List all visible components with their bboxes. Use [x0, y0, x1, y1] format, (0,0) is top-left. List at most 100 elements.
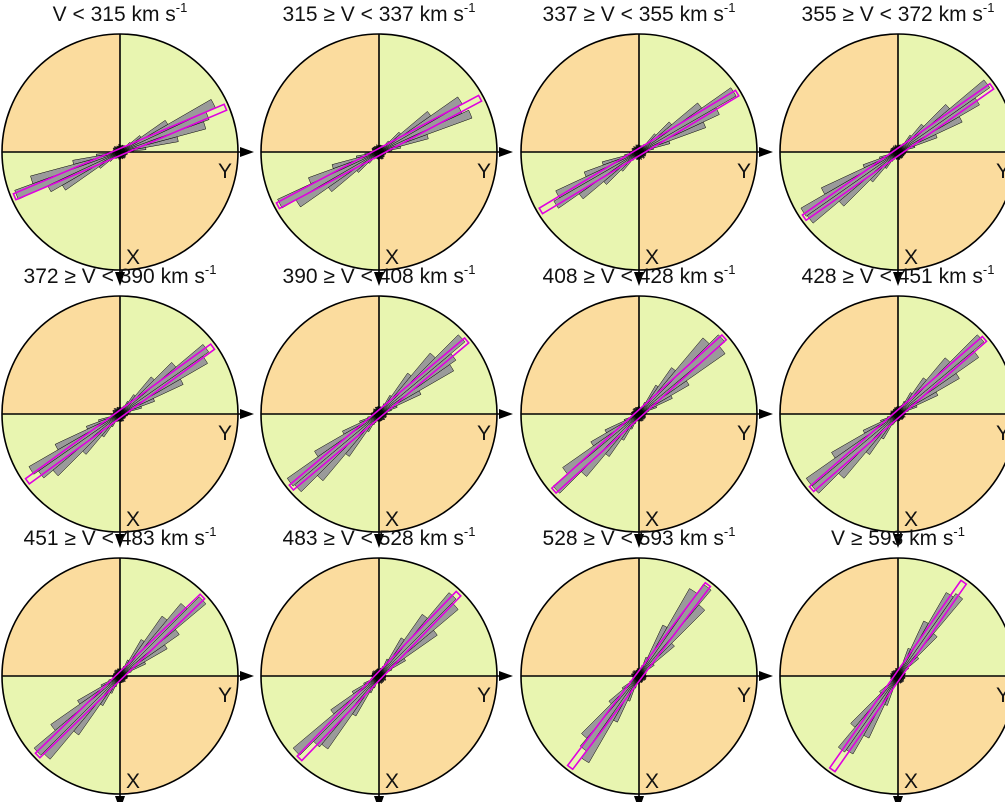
y-axis-label: Y — [996, 160, 1005, 183]
x-axis-label: X — [645, 246, 659, 269]
rose-bar — [897, 592, 954, 677]
panel-title-exponent: -1 — [723, 262, 736, 277]
quadrant-lower-right — [379, 414, 497, 532]
y-axis-arrow-icon — [240, 147, 254, 157]
quadrant-lower-right — [639, 676, 757, 794]
x-axis-label: X — [126, 508, 140, 531]
rose-bar — [605, 413, 640, 457]
quadrant-upper-left — [780, 34, 898, 152]
panel-title-text: V ≥ 593 km s — [831, 527, 954, 550]
panel-title-exponent: -1 — [953, 524, 965, 539]
panel-title: 408 ≥ V < 428 km s-1 — [519, 262, 759, 292]
mean-direction-box — [24, 342, 216, 486]
panel-title-text: 408 ≥ V < 428 km s — [542, 265, 724, 288]
quadrant-upper-left — [780, 296, 898, 414]
x-axis-arrow-icon — [634, 534, 644, 548]
panel-title: 483 ≥ V < 528 km s-1 — [259, 524, 499, 554]
y-axis-label: Y — [996, 684, 1005, 707]
quadrant-lower-left — [261, 152, 379, 270]
panel-title: 428 ≥ V < 451 km s-1 — [778, 262, 1005, 292]
rose-diagram: YX — [779, 295, 1005, 548]
panel-title-text: 372 ≥ V < 390 km s — [23, 265, 205, 288]
panel-title: 315 ≥ V < 337 km s-1 — [259, 0, 499, 30]
x-axis-arrow-icon — [115, 796, 125, 802]
rose-bar — [897, 104, 950, 153]
rose-diagram: YX — [520, 295, 773, 548]
rose-bar — [119, 362, 177, 415]
rose-panel: 483 ≥ V < 528 km s-1 Y X — [259, 524, 519, 802]
panel-title-exponent: -1 — [463, 262, 476, 277]
rose-panel: 372 ≥ V < 390 km s-1 Y X — [0, 262, 260, 548]
x-axis-arrow-icon — [374, 796, 384, 802]
quadrant-lower-right — [379, 152, 497, 270]
x-axis-label: X — [385, 246, 399, 269]
y-axis-arrow-icon — [240, 671, 254, 681]
rose-bars — [277, 96, 473, 209]
x-axis-arrow-icon — [634, 272, 644, 286]
x-axis-arrow-icon — [374, 272, 384, 286]
quadrant-lower-right — [120, 676, 238, 794]
rose-diagram: YX — [1, 295, 254, 548]
rose-bar — [638, 624, 668, 677]
mean-direction-box — [566, 581, 712, 771]
quadrant-upper-left — [521, 296, 639, 414]
y-axis-arrow-icon — [240, 409, 254, 419]
panel-title: V < 315 km s-1 — [0, 0, 240, 30]
panel-title: 355 ≥ V < 372 km s-1 — [778, 0, 1005, 30]
x-axis-label: X — [126, 770, 140, 793]
rose-panel: 528 ≥ V < 593 km s-1 Y X — [519, 524, 779, 802]
panel-title-exponent: -1 — [982, 0, 995, 15]
y-axis-label: Y — [218, 422, 232, 445]
rose-bar — [800, 151, 899, 217]
rose-bar — [897, 357, 951, 415]
panel-title: 390 ≥ V < 408 km s-1 — [259, 262, 499, 292]
quadrant-upper-left — [261, 296, 379, 414]
panel-title-text: 451 ≥ V < 483 km s — [23, 527, 205, 550]
rose-panel: 428 ≥ V < 451 km s-1 Y X — [778, 262, 1005, 548]
rose-panel: 408 ≥ V < 428 km s-1 Y X — [519, 262, 779, 548]
rose-bar — [638, 337, 710, 415]
x-axis-label: X — [385, 770, 399, 793]
panel-title: 337 ≥ V < 355 km s-1 — [519, 0, 759, 30]
y-axis-arrow-icon — [759, 409, 773, 419]
panel-title-exponent: -1 — [463, 0, 476, 15]
x-axis-arrow-icon — [374, 534, 384, 548]
y-axis-label: Y — [737, 422, 751, 445]
panel-title-exponent: -1 — [175, 0, 188, 15]
quadrant-upper-left — [2, 558, 120, 676]
quadrant-lower-right — [639, 414, 757, 532]
y-axis-arrow-icon — [499, 147, 513, 157]
quadrant-upper-left — [780, 558, 898, 676]
y-axis-label: Y — [737, 684, 751, 707]
panel-title: 372 ≥ V < 390 km s-1 — [0, 262, 240, 292]
panel-title-text: 483 ≥ V < 528 km s — [282, 527, 464, 550]
mean-direction-box — [275, 94, 483, 210]
mean-direction-box — [808, 335, 988, 493]
mean-direction-box — [538, 89, 740, 215]
x-axis-label: X — [645, 508, 659, 531]
rose-bar — [321, 675, 380, 750]
x-axis-arrow-icon — [893, 534, 903, 548]
rose-bar — [869, 151, 899, 183]
rose-diagram: YX — [520, 33, 773, 286]
quadrant-lower-left — [2, 152, 120, 270]
quadrant-upper-left — [521, 34, 639, 152]
rose-bar — [578, 151, 640, 200]
quadrant-lower-right — [120, 152, 238, 270]
x-axis-arrow-icon — [115, 272, 125, 286]
rose-bars — [552, 334, 726, 494]
panel-title-text: 528 ≥ V < 593 km s — [542, 527, 724, 550]
x-axis-arrow-icon — [115, 534, 125, 548]
mean-direction-box — [34, 593, 206, 759]
quadrant-lower-right — [898, 414, 1005, 532]
rose-panel: 451 ≥ V < 483 km s-1 Y X — [0, 524, 260, 802]
rose-diagram: YX — [1, 33, 254, 286]
panel-title-text: V < 315 km s — [52, 3, 176, 26]
y-axis-arrow-icon — [759, 671, 773, 681]
y-axis-arrow-icon — [499, 409, 513, 419]
y-axis-label: Y — [737, 160, 751, 183]
x-axis-label: X — [904, 508, 918, 531]
rose-panel: 390 ≥ V < 408 km s-1 Y X — [259, 262, 519, 548]
panel-title-text: 390 ≥ V < 408 km s — [282, 265, 464, 288]
quadrant-upper-left — [2, 296, 120, 414]
